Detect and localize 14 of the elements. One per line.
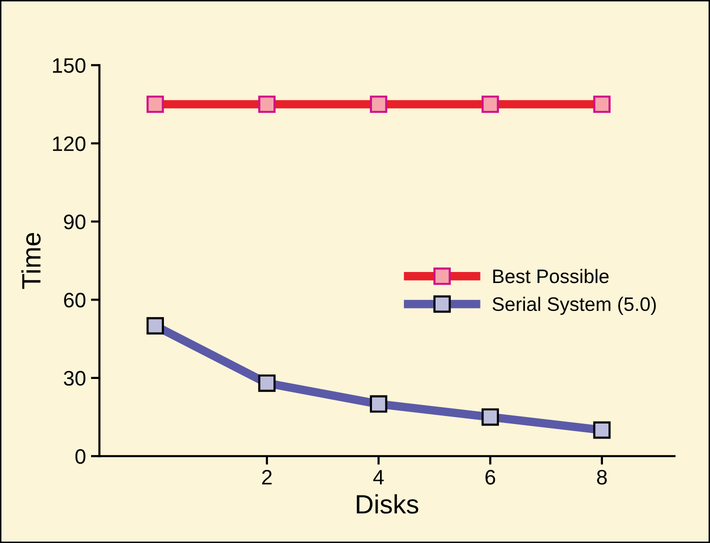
y-tick-label: 0 (75, 449, 86, 464)
x-tick-label: 6 (486, 470, 496, 485)
y-axis-title: Time (21, 232, 41, 289)
y-tick-label: 60 (64, 292, 86, 308)
y-tick-label: 90 (64, 214, 86, 230)
x-tick-label: 2 (262, 470, 272, 484)
legend-label: Best Possible (493, 268, 609, 284)
x-tick-label: 4 (373, 470, 384, 484)
x-tick-label: 8 (597, 470, 607, 485)
y-tick-label: 150 (53, 58, 86, 73)
y-tick-label: 30 (64, 370, 86, 386)
x-axis-title: Disks (356, 494, 418, 514)
y-tick-label: 120 (53, 136, 86, 152)
legend-label: Serial System (5.0) (492, 296, 656, 315)
